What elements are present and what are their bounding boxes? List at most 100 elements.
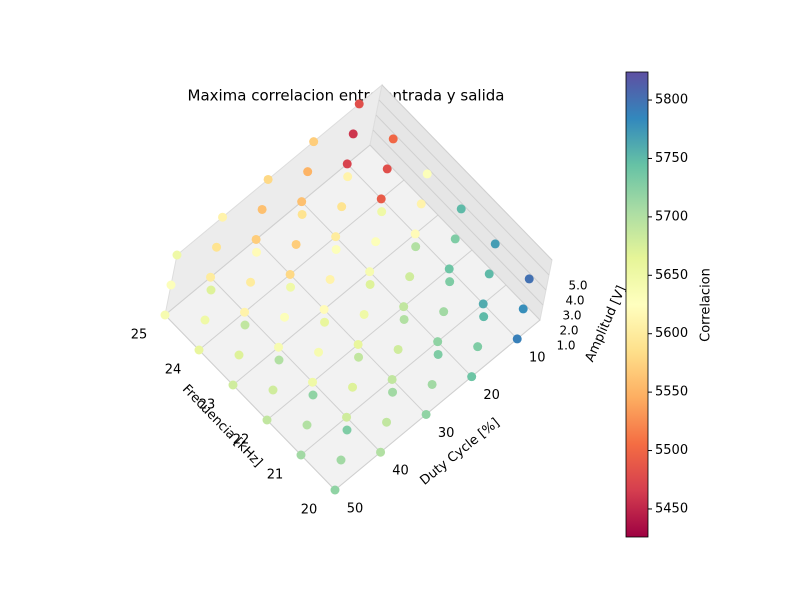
data-point [234, 350, 244, 360]
grid-line [346, 163, 518, 340]
data-point [444, 264, 454, 274]
colorbar [625, 71, 649, 538]
data-point [348, 382, 358, 392]
data-point [280, 312, 290, 322]
y-tick-label: 20 [301, 503, 318, 518]
data-point [314, 347, 324, 357]
grid-line [381, 84, 553, 261]
data-point [296, 450, 306, 460]
data-point [512, 334, 522, 344]
data-point [388, 387, 398, 397]
grid-line [164, 144, 371, 316]
data-point [348, 129, 358, 139]
data-point [285, 269, 295, 279]
data-point [342, 425, 352, 435]
data-point [422, 169, 432, 179]
data-point [274, 355, 284, 365]
x-tick-label: 30 [438, 426, 455, 441]
data-point [399, 302, 409, 312]
colorbar-tick-label: 5650 [655, 268, 688, 283]
x-tick-label: 20 [483, 388, 500, 403]
z-tick-label: 2.0 [559, 324, 578, 338]
data-point [411, 242, 421, 252]
data-point [172, 250, 182, 260]
colorbar-tick-label: 5500 [655, 443, 688, 458]
data-point [200, 315, 210, 325]
grid-line [372, 129, 544, 306]
data-point [467, 372, 477, 382]
z-tick-label: 4.0 [565, 294, 584, 308]
data-point [365, 279, 375, 289]
data-point [320, 317, 330, 327]
data-point [303, 167, 313, 177]
grid-line [378, 99, 550, 276]
data-point [194, 345, 204, 355]
data-point [524, 274, 534, 284]
data-point [297, 209, 307, 219]
data-point [336, 455, 346, 465]
grid-line [301, 201, 473, 378]
data-point [354, 99, 364, 109]
data-point [206, 272, 216, 282]
data-point [393, 344, 403, 354]
data-point [382, 417, 392, 427]
grid-line [164, 314, 336, 491]
colorbar-tick-label: 5450 [655, 501, 688, 516]
colorbar-tick-label: 5550 [655, 385, 688, 400]
z-tick-label: 5.0 [568, 279, 587, 293]
data-point [353, 339, 363, 349]
grid-line [369, 144, 541, 321]
data-point [297, 197, 307, 207]
data-point [427, 379, 437, 389]
data-point [518, 304, 528, 314]
data-point [263, 174, 273, 184]
data-point [371, 237, 381, 247]
data-point [416, 199, 426, 209]
y-tick-label: 24 [165, 363, 182, 378]
y-tick-label: 23 [199, 398, 216, 413]
data-point [319, 304, 329, 314]
data-point [450, 234, 460, 244]
data-point [218, 212, 228, 222]
data-point [337, 202, 347, 212]
data-point [257, 204, 267, 214]
data-point [308, 377, 318, 387]
colorbar-tick-label: 5600 [655, 326, 688, 341]
data-point [206, 285, 216, 295]
data-point [331, 244, 341, 254]
grid-line [334, 319, 541, 491]
data-point [456, 204, 466, 214]
grid-line [198, 179, 405, 351]
grid-line [266, 249, 473, 421]
colorbar-tick-label: 5800 [655, 93, 688, 108]
data-point [251, 234, 261, 244]
data-point [433, 349, 443, 359]
data-point [343, 172, 353, 182]
x-tick-label: 40 [392, 464, 409, 479]
data-point [478, 299, 488, 309]
data-point [399, 314, 409, 324]
data-point [330, 485, 340, 495]
grid-line [210, 276, 381, 453]
data-point [387, 374, 397, 384]
data-point [473, 342, 483, 352]
data-point [433, 337, 443, 347]
data-point [274, 342, 284, 352]
data-point [302, 420, 312, 430]
data-point [479, 312, 489, 322]
data-point [421, 409, 431, 419]
data-point [291, 239, 301, 249]
data-point [325, 274, 335, 284]
data-point [484, 269, 494, 279]
x-tick-label: 50 [347, 502, 364, 517]
data-point [252, 247, 262, 257]
data-point [166, 280, 176, 290]
data-point [309, 137, 319, 147]
data-point [331, 232, 341, 242]
data-point [445, 277, 455, 287]
grid-line [232, 214, 439, 386]
z-tick-label: 1.0 [556, 339, 575, 353]
x-tick-label: 10 [529, 350, 546, 365]
z-tick-label: 3.0 [562, 309, 581, 323]
